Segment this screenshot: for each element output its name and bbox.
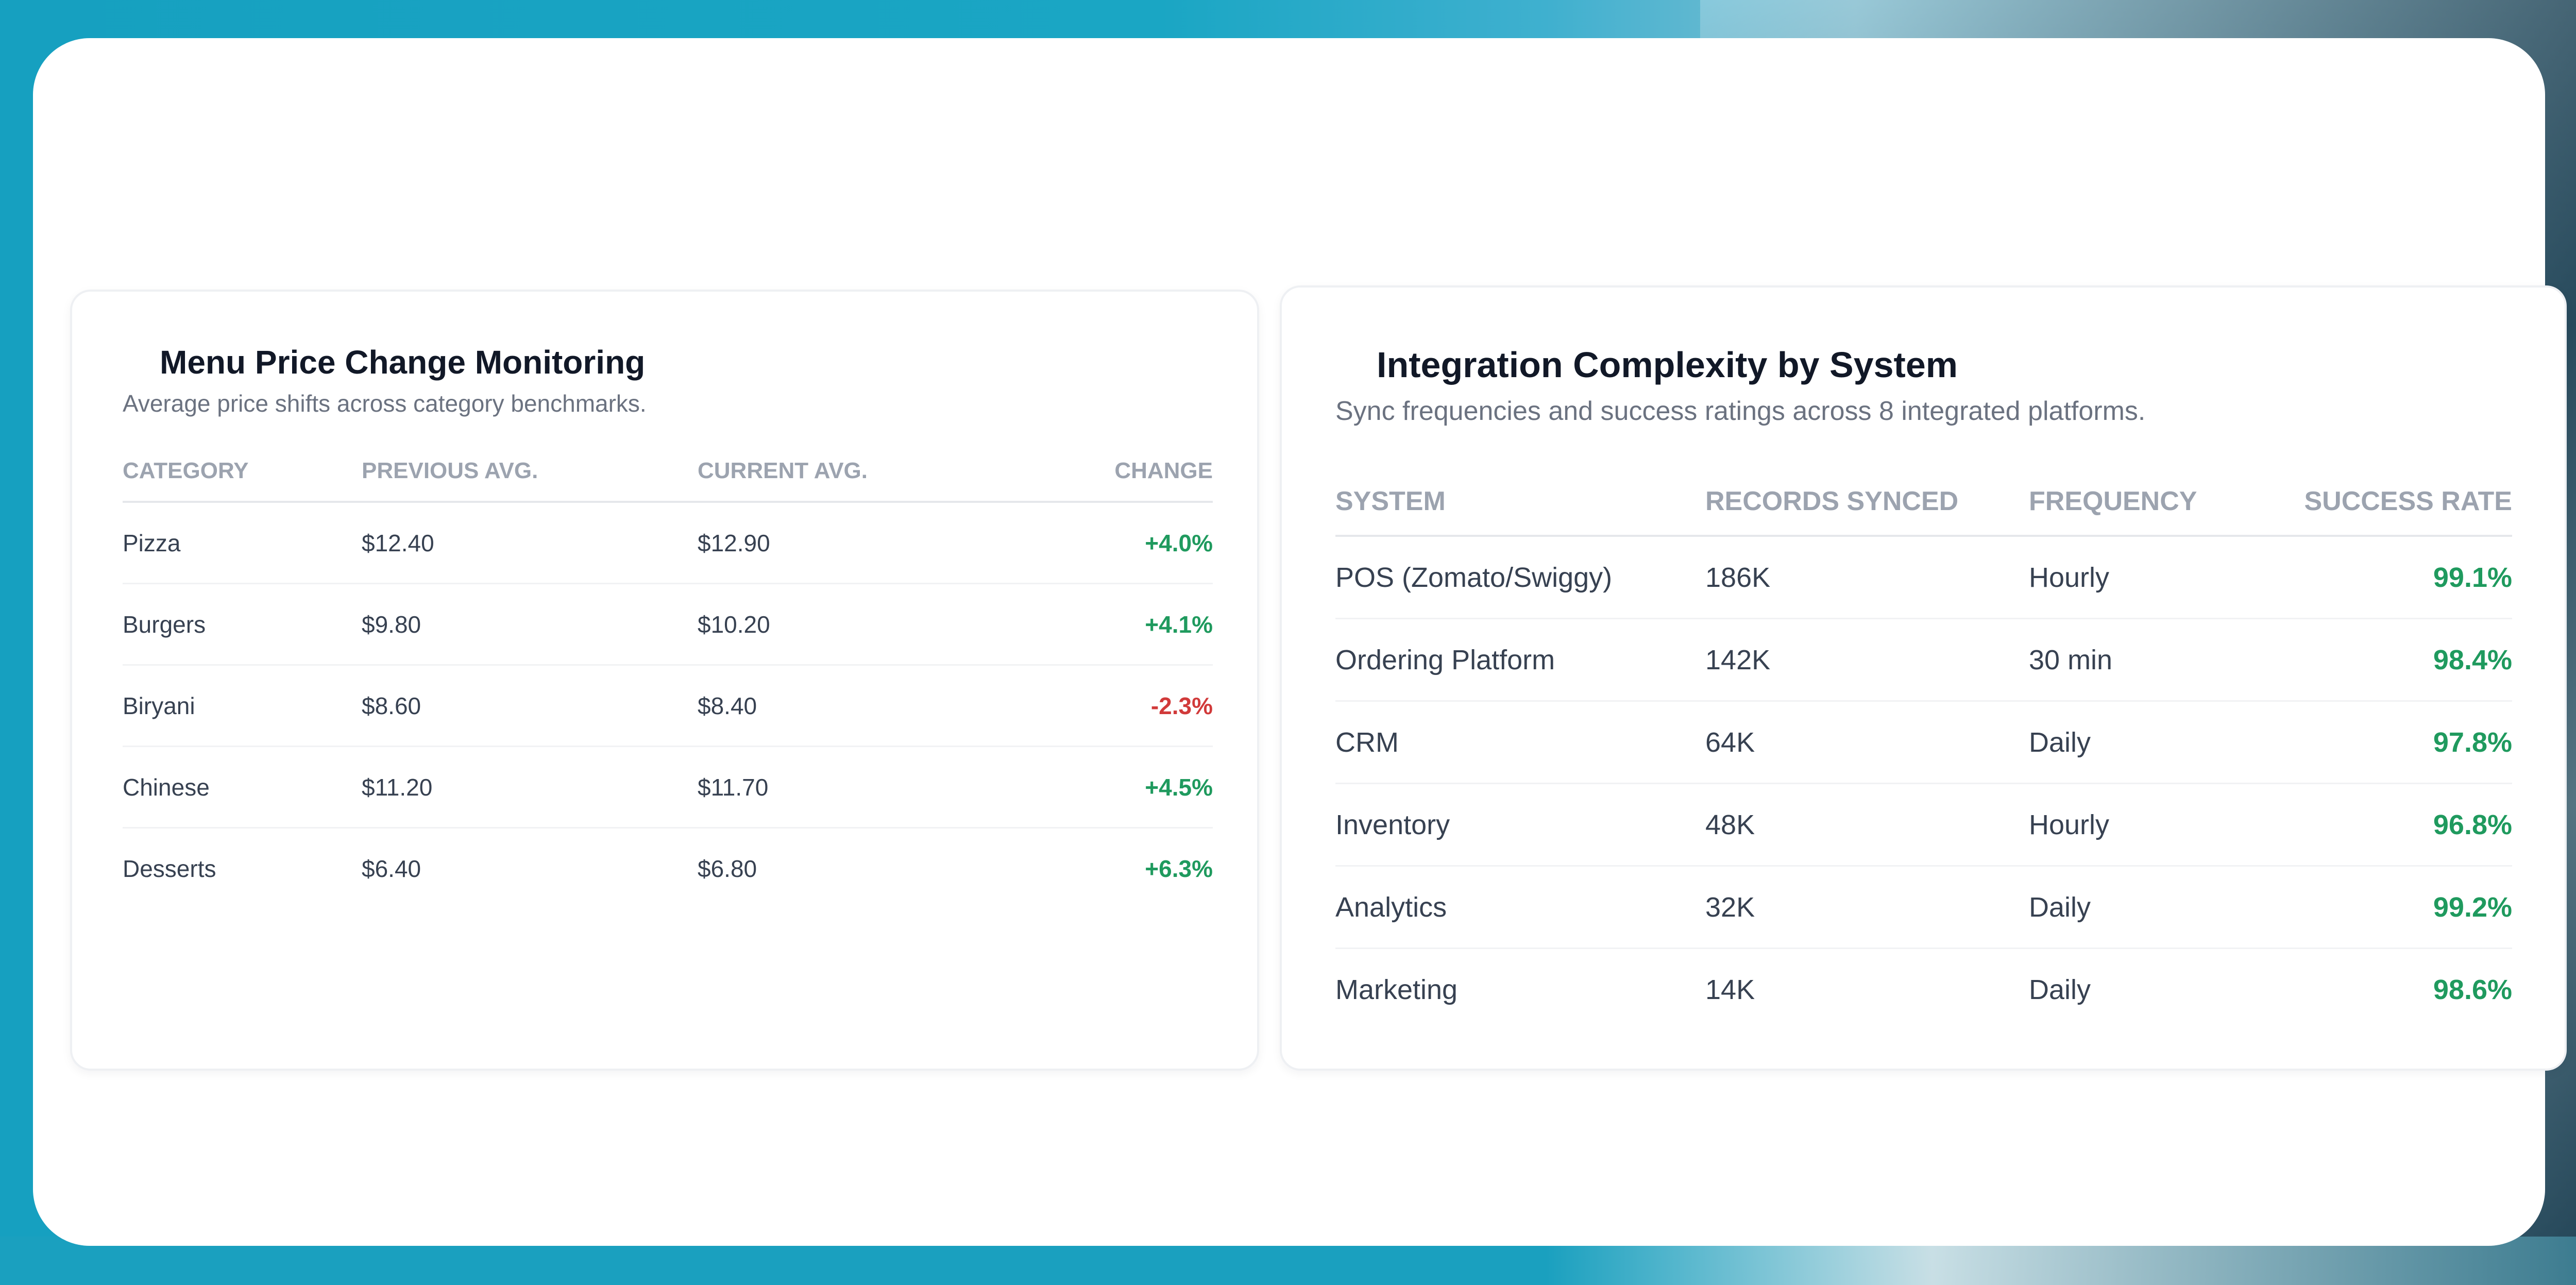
success-rate-cell: 98.4%	[2303, 618, 2512, 702]
column-header-frequency[interactable]: FREQUENCY	[2029, 468, 2303, 537]
previous-avg-cell: $11.20	[362, 746, 698, 829]
system-cell: Analytics	[1335, 866, 1705, 949]
frequency-cell: 30 min	[2029, 618, 2303, 702]
system-cell: Marketing	[1335, 974, 1458, 1005]
success-rate-cell: 99.2%	[2303, 866, 2512, 949]
table-row: Marketing 14K Daily 98.6%	[1335, 949, 2512, 1030]
frequency-cell: Daily	[2029, 866, 2303, 949]
previous-avg-cell: $9.80	[362, 583, 698, 666]
column-header-change[interactable]: CHANGE	[1027, 441, 1213, 503]
table-row: Analytics 32K Daily 99.2%	[1335, 866, 2512, 949]
table-row: Pizza $12.40 $12.90 +4.0%	[123, 502, 1213, 584]
current-avg-cell: $6.80	[698, 855, 757, 882]
content-sheet: Menu Price Change Monitoring Average pri…	[33, 38, 2567, 1246]
column-header-category[interactable]: CATEGORY	[123, 441, 362, 503]
menu-price-card: Menu Price Change Monitoring Average pri…	[70, 290, 1259, 1071]
system-cell: Ordering Platform	[1335, 618, 1705, 702]
records-synced-cell: 64K	[1705, 701, 2029, 784]
table-row: Ordering Platform 142K 30 min 98.4%	[1335, 618, 2512, 702]
table-row: Desserts $6.40 $6.80 +6.3%	[123, 828, 1213, 909]
change-cell: +4.1%	[1027, 583, 1213, 666]
table-row: POS (Zomato/Swiggy) 186K Hourly 99.1%	[1335, 536, 2512, 619]
category-cell: Chinese	[123, 746, 362, 829]
system-cell: POS (Zomato/Swiggy)	[1335, 536, 1705, 619]
column-header-success-rate[interactable]: SUCCESS RATE	[2303, 468, 2512, 537]
change-cell: +6.3%	[1145, 855, 1213, 882]
current-avg-cell: $11.70	[698, 746, 1027, 829]
current-avg-cell: $10.20	[698, 583, 1027, 666]
table-row: CRM 64K Daily 97.8%	[1335, 701, 2512, 784]
frequency-cell: Daily	[2029, 701, 2303, 784]
system-cell: Inventory	[1335, 783, 1705, 867]
table-row: Burgers $9.80 $10.20 +4.1%	[123, 583, 1213, 666]
integration-title: Integration Complexity by System	[1377, 345, 1958, 385]
success-rate-cell: 99.1%	[2303, 536, 2512, 619]
change-cell: +4.5%	[1027, 746, 1213, 829]
change-cell: +4.0%	[1027, 502, 1213, 584]
category-cell: Burgers	[123, 583, 362, 666]
column-header-current-avg[interactable]: CURRENT AVG.	[698, 441, 1027, 503]
menu-price-title: Menu Price Change Monitoring	[160, 344, 646, 381]
success-rate-cell: 96.8%	[2303, 783, 2512, 867]
category-cell: Desserts	[123, 855, 216, 882]
success-rate-cell: 98.6%	[2433, 974, 2512, 1005]
integration-subtitle: Sync frequencies and success ratings acr…	[1335, 396, 2146, 426]
table-header-row: SYSTEM RECORDS SYNCED FREQUENCY SUCCESS …	[1335, 468, 2512, 537]
column-header-previous-avg[interactable]: PREVIOUS AVG.	[362, 441, 698, 503]
change-cell: -2.3%	[1027, 665, 1213, 747]
previous-avg-cell: $6.40	[362, 855, 421, 882]
integration-table: SYSTEM RECORDS SYNCED FREQUENCY SUCCESS …	[1335, 468, 2512, 1030]
table-row: Inventory 48K Hourly 96.8%	[1335, 783, 2512, 867]
frequency-cell: Daily	[2029, 974, 2091, 1005]
frequency-cell: Hourly	[2029, 783, 2303, 867]
menu-price-table: CATEGORY PREVIOUS AVG. CURRENT AVG. CHAN…	[123, 441, 1213, 908]
records-synced-cell: 186K	[1705, 536, 2029, 619]
table-row: Chinese $11.20 $11.70 +4.5%	[123, 746, 1213, 829]
table-header-row: CATEGORY PREVIOUS AVG. CURRENT AVG. CHAN…	[123, 441, 1213, 503]
previous-avg-cell: $12.40	[362, 502, 698, 584]
column-header-records-synced[interactable]: RECORDS SYNCED	[1705, 468, 2029, 537]
previous-avg-cell: $8.60	[362, 665, 698, 747]
menu-price-subtitle: Average price shifts across category ben…	[123, 390, 647, 417]
system-cell: CRM	[1335, 701, 1705, 784]
current-avg-cell: $8.40	[698, 665, 1027, 747]
table-row: Biryani $8.60 $8.40 -2.3%	[123, 665, 1213, 747]
frequency-cell: Hourly	[2029, 536, 2303, 619]
records-synced-cell: 142K	[1705, 618, 2029, 702]
column-header-system[interactable]: SYSTEM	[1335, 468, 1705, 537]
menu-price-table-body: Pizza $12.40 $12.90 +4.0% Burgers $9.80 $10.20…	[123, 502, 1213, 908]
current-avg-cell: $12.90	[698, 502, 1027, 584]
category-cell: Pizza	[123, 502, 362, 584]
category-cell: Biryani	[123, 665, 362, 747]
records-synced-cell: 32K	[1705, 866, 2029, 949]
success-rate-cell: 97.8%	[2303, 701, 2512, 784]
records-synced-cell: 48K	[1705, 783, 2029, 867]
integration-table-body: POS (Zomato/Swiggy) 186K Hourly 99.1% Orderi…	[1335, 536, 2512, 1030]
integration-card: Integration Complexity by System Sync fr…	[1280, 285, 2567, 1071]
records-synced-cell: 14K	[1705, 974, 1755, 1005]
